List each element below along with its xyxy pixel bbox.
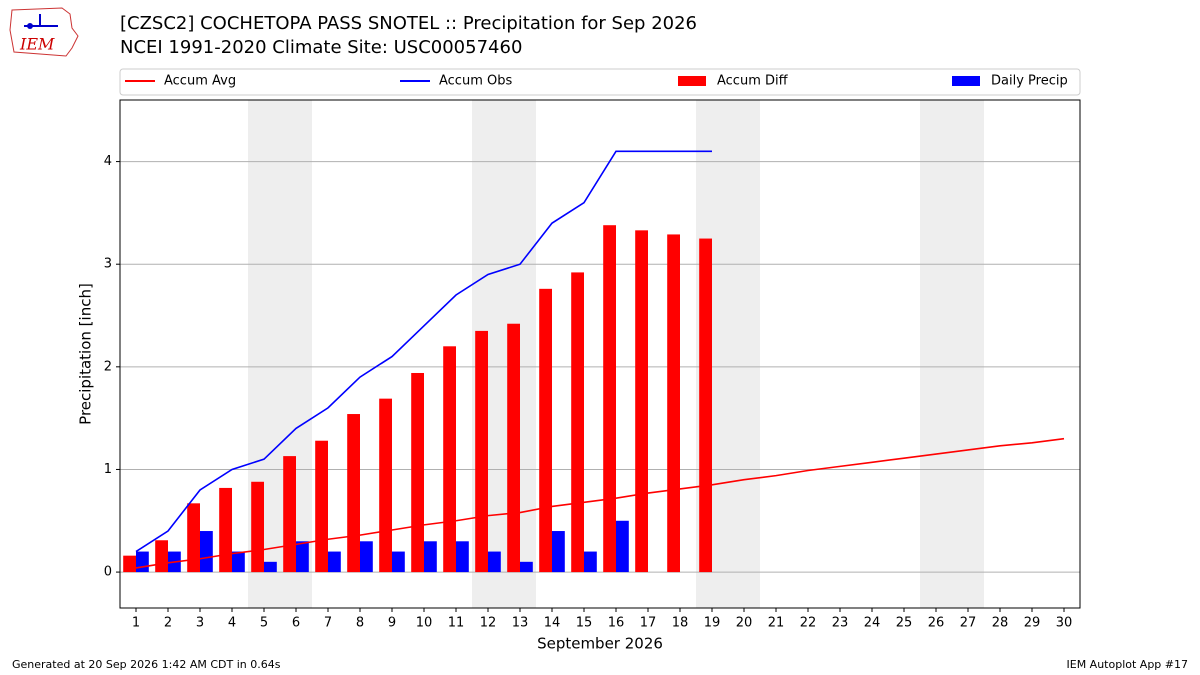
- y-axis-label: Precipitation [inch]: [77, 283, 95, 425]
- bar: [699, 238, 712, 573]
- y-tick-label: 1: [104, 462, 112, 477]
- bar: [635, 230, 648, 573]
- bar: [488, 551, 501, 573]
- plot-frame: [119, 99, 1081, 609]
- x-tick-label: 5: [260, 616, 268, 631]
- bar: [379, 398, 392, 573]
- legend-label: Daily Precip: [991, 74, 1068, 89]
- x-tick-label: 27: [960, 616, 977, 631]
- bar: [232, 551, 245, 573]
- bar: [603, 225, 616, 573]
- logo-text: IEM: [19, 35, 55, 54]
- x-tick-label: 2: [164, 616, 172, 631]
- x-tick-label: 18: [672, 616, 689, 631]
- bar: [507, 323, 520, 573]
- x-tick-label: 9: [388, 616, 396, 631]
- footer-left: Generated at 20 Sep 2026 1:42 AM CDT in …: [12, 658, 281, 671]
- x-tick-label: 15: [576, 616, 593, 631]
- y-tick-label: 2: [104, 359, 112, 374]
- bar: [328, 551, 341, 573]
- bar: [264, 561, 277, 573]
- x-tick-label: 12: [480, 616, 497, 631]
- logo: IEM: [9, 7, 79, 57]
- bar: [187, 503, 200, 573]
- bar: [315, 440, 328, 573]
- line: [135, 150, 712, 553]
- legend-label: Accum Avg: [164, 74, 236, 89]
- y-tick-label: 4: [104, 154, 112, 169]
- x-tick-label: 10: [416, 616, 433, 631]
- x-tick-label: 29: [1024, 616, 1041, 631]
- x-tick-label: 14: [544, 616, 561, 631]
- x-tick-label: 7: [324, 616, 332, 631]
- x-tick-label: 30: [1056, 616, 1073, 631]
- legend-label: Accum Obs: [439, 74, 512, 89]
- line: [135, 437, 1065, 569]
- bar: [200, 531, 213, 573]
- legend-box: [119, 68, 1081, 96]
- bar: [136, 551, 149, 573]
- bar: [571, 272, 584, 573]
- x-tick-label: 20: [736, 616, 753, 631]
- x-tick-label: 4: [228, 616, 236, 631]
- x-tick-label: 23: [832, 616, 849, 631]
- bar: [456, 541, 469, 573]
- bar: [296, 541, 309, 573]
- x-tick-label: 3: [196, 616, 204, 631]
- bar: [667, 234, 680, 573]
- weekend-shade: [920, 100, 984, 608]
- bar: [347, 414, 360, 573]
- bar: [584, 551, 597, 573]
- x-tick-label: 24: [864, 616, 881, 631]
- bar: [219, 487, 232, 573]
- legend-swatch: [952, 76, 980, 86]
- bar: [392, 551, 405, 573]
- logo-map: [9, 7, 79, 57]
- x-tick-label: 17: [640, 616, 657, 631]
- x-tick-label: 25: [896, 616, 913, 631]
- x-tick-label: 21: [768, 616, 785, 631]
- bar: [123, 555, 136, 573]
- bar: [155, 540, 168, 573]
- bar: [360, 541, 373, 573]
- bar: [424, 541, 437, 573]
- bar: [443, 346, 456, 573]
- bar: [475, 330, 488, 573]
- legend-swatch: [678, 76, 706, 86]
- x-tick-label: 6: [292, 616, 300, 631]
- bar: [251, 481, 264, 573]
- x-tick-label: 11: [448, 616, 465, 631]
- bar: [283, 456, 296, 573]
- y-tick-label: 0: [104, 565, 112, 580]
- y-tick-label: 3: [104, 257, 112, 272]
- x-tick-label: 28: [992, 616, 1009, 631]
- footer-right: IEM Autoplot App #17: [1067, 658, 1189, 671]
- logo-dot: [27, 23, 33, 29]
- bar: [539, 288, 552, 573]
- x-axis-label: September 2026: [537, 635, 663, 653]
- x-tick-label: 8: [356, 616, 364, 631]
- bar: [520, 561, 533, 573]
- x-tick-label: 22: [800, 616, 817, 631]
- x-tick-label: 16: [608, 616, 625, 631]
- x-tick-label: 13: [512, 616, 529, 631]
- x-tick-label: 1: [132, 616, 140, 631]
- legend-label: Accum Diff: [717, 74, 789, 89]
- x-tick-label: 19: [704, 616, 721, 631]
- x-tick-label: 26: [928, 616, 945, 631]
- bar: [552, 531, 565, 573]
- bar: [411, 372, 424, 573]
- chart-title: [CZSC2] COCHETOPA PASS SNOTEL :: Precipi…: [120, 13, 697, 34]
- bar: [616, 520, 629, 573]
- chart-subtitle: NCEI 1991-2020 Climate Site: USC00057460: [120, 37, 522, 58]
